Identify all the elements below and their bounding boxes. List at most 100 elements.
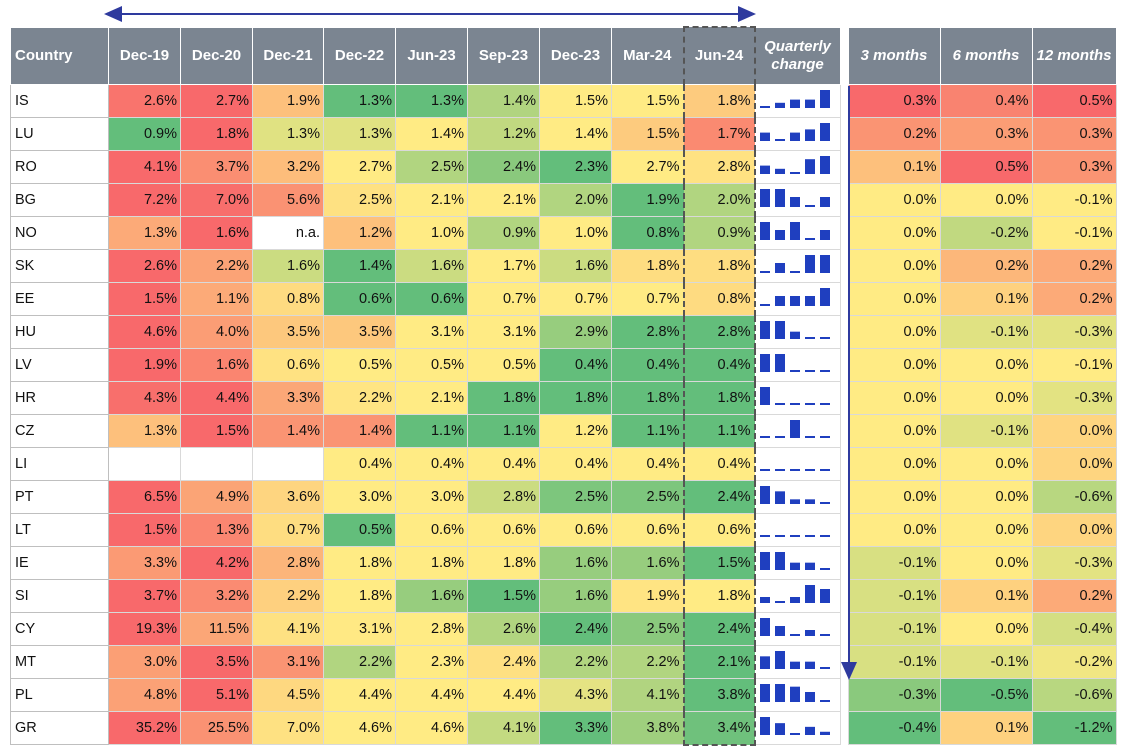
sparkline-svg bbox=[759, 420, 830, 438]
sparkline-bar bbox=[804, 562, 815, 570]
value-cell: 1.9% bbox=[611, 183, 684, 217]
value-cell: 1.8% bbox=[682, 579, 756, 613]
change-cell: -0.1% bbox=[1031, 183, 1117, 217]
value-cell: 0.7% bbox=[252, 513, 324, 547]
change-cell: -0.2% bbox=[939, 216, 1033, 250]
change-cell: -0.1% bbox=[847, 546, 941, 580]
sparkline-bar bbox=[789, 331, 800, 339]
change-cell: 0.0% bbox=[847, 315, 941, 349]
value-cell: 3.2% bbox=[252, 150, 324, 184]
quarterly-sparkline bbox=[754, 711, 841, 745]
value-cell: 1.9% bbox=[252, 84, 324, 118]
sparkline-bar bbox=[759, 535, 770, 537]
table-row: IE 3.3% 4.2% 2.8% 1.8% 1.8% 1.8% 1.6% 1.6% 1.5% -0… bbox=[10, 546, 1117, 580]
value-cell: 1.8% bbox=[682, 84, 756, 118]
value-cell: 0.4% bbox=[611, 348, 684, 382]
table-row: LI 0.4% 0.4% 0.4% 0.4% 0.4% 0.4% 0.0% 0.0% 0.0% bbox=[10, 447, 1117, 481]
change-cell: -0.1% bbox=[1031, 348, 1117, 382]
value-cell: 1.8% bbox=[395, 546, 468, 580]
change-cell: 0.2% bbox=[1031, 282, 1117, 316]
value-cell: 1.8% bbox=[323, 546, 396, 580]
sparkline-bar bbox=[759, 387, 770, 405]
value-cell: 1.3% bbox=[395, 84, 468, 118]
sparkline-bar bbox=[774, 263, 785, 273]
value-cell: 2.2% bbox=[323, 645, 396, 679]
change-cell: -0.3% bbox=[1031, 315, 1117, 349]
value-cell bbox=[108, 447, 181, 481]
change-cell: 0.0% bbox=[847, 282, 941, 316]
change-cell: -0.3% bbox=[1031, 381, 1117, 415]
sparkline-bar bbox=[759, 189, 770, 207]
quarterly-sparkline bbox=[754, 216, 841, 250]
change-cell: 0.0% bbox=[1031, 447, 1117, 481]
change-cell: 0.0% bbox=[939, 447, 1033, 481]
value-cell: 1.4% bbox=[252, 414, 324, 448]
table-row: NO 1.3% 1.6% n.a. 1.2% 1.0% 0.9% 1.0% 0.8% 0.9% 0.… bbox=[10, 216, 1117, 250]
value-cell: 3.7% bbox=[108, 579, 181, 613]
value-cell: 1.7% bbox=[467, 249, 540, 283]
change-cell: 0.4% bbox=[939, 84, 1033, 118]
value-cell: 4.1% bbox=[108, 150, 181, 184]
sparkline-bar bbox=[774, 139, 785, 141]
sparkline-svg bbox=[759, 585, 830, 603]
gap-cell bbox=[840, 348, 848, 382]
sparkline-bar bbox=[819, 634, 830, 636]
sparkline-bar bbox=[804, 129, 815, 141]
value-cell: 2.2% bbox=[323, 381, 396, 415]
value-cell: 0.5% bbox=[323, 513, 396, 547]
sparkline-bar bbox=[789, 271, 800, 273]
change-cell: 0.0% bbox=[847, 381, 941, 415]
value-cell: 4.4% bbox=[467, 678, 540, 712]
value-cell: 0.8% bbox=[611, 216, 684, 250]
period-span-arrow bbox=[104, 6, 756, 22]
value-cell: 2.8% bbox=[611, 315, 684, 349]
sparkline-bar bbox=[789, 132, 800, 141]
sparkline-bar bbox=[819, 90, 830, 108]
sparkline-bar bbox=[789, 634, 800, 636]
value-cell: 7.2% bbox=[108, 183, 181, 217]
gap-cell bbox=[840, 282, 848, 316]
value-cell: 2.6% bbox=[108, 249, 181, 283]
value-cell: 1.3% bbox=[108, 216, 181, 250]
value-cell: 1.8% bbox=[539, 381, 612, 415]
gap-cell bbox=[840, 678, 848, 712]
sparkline-bar bbox=[819, 156, 830, 174]
header-period: Dec-21 bbox=[252, 26, 324, 85]
value-cell: 3.5% bbox=[323, 315, 396, 349]
change-cell: -0.4% bbox=[1031, 612, 1117, 646]
country-cell: BG bbox=[10, 183, 109, 217]
sparkline-bar bbox=[789, 99, 800, 108]
value-cell: 2.7% bbox=[180, 84, 253, 118]
header-change: 12 months bbox=[1031, 26, 1117, 85]
sparkline-bar bbox=[759, 618, 770, 636]
change-cell: -0.1% bbox=[847, 579, 941, 613]
value-cell: 2.1% bbox=[395, 381, 468, 415]
value-cell: 0.4% bbox=[395, 447, 468, 481]
gap-cell bbox=[840, 447, 848, 481]
value-cell: 4.4% bbox=[395, 678, 468, 712]
sparkline-bar bbox=[789, 469, 800, 471]
value-cell: 4.1% bbox=[467, 711, 540, 745]
gap-cell bbox=[840, 84, 848, 118]
sparkline-bar bbox=[759, 486, 770, 504]
sparkline-bar bbox=[819, 123, 830, 141]
sparkline-bar bbox=[804, 370, 815, 372]
value-cell: 1.5% bbox=[611, 117, 684, 151]
table-row: CY 19.3% 11.5% 4.1% 3.1% 2.8% 2.6% 2.4% 2.5% 2.4%… bbox=[10, 612, 1117, 646]
value-cell: 1.8% bbox=[611, 249, 684, 283]
quarterly-sparkline bbox=[754, 513, 841, 547]
sparkline-bar bbox=[804, 255, 815, 273]
sparkline-bar bbox=[804, 436, 815, 438]
value-cell: 2.4% bbox=[682, 480, 756, 514]
value-cell: 2.4% bbox=[682, 612, 756, 646]
header-period: Jun-23 bbox=[395, 26, 468, 85]
value-cell: 1.0% bbox=[539, 216, 612, 250]
value-cell: 3.1% bbox=[467, 315, 540, 349]
sparkline-bar bbox=[819, 667, 830, 669]
sparkline-bar bbox=[804, 630, 815, 636]
country-cell: GR bbox=[10, 711, 109, 745]
sparkline-bar bbox=[759, 656, 770, 669]
header-change: 3 months bbox=[847, 26, 941, 85]
gap-cell bbox=[840, 513, 848, 547]
sparkline-bar bbox=[789, 296, 800, 306]
